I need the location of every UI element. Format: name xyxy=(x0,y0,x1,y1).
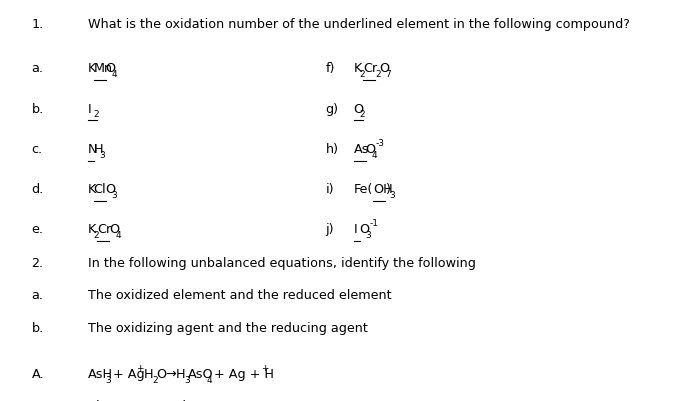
Text: 2: 2 xyxy=(375,70,381,79)
Text: K: K xyxy=(88,223,96,235)
Text: 2: 2 xyxy=(360,110,365,119)
Text: 2: 2 xyxy=(94,110,99,119)
Text: +: + xyxy=(262,363,269,372)
Text: a.: a. xyxy=(32,289,43,302)
Text: c.: c. xyxy=(32,142,43,155)
Text: 2.: 2. xyxy=(32,257,43,269)
Text: 4: 4 xyxy=(111,70,117,79)
Text: O: O xyxy=(106,182,116,195)
Text: B.: B. xyxy=(32,399,44,401)
Text: d.: d. xyxy=(32,182,43,195)
Text: -1: -1 xyxy=(370,219,379,227)
Text: Cl: Cl xyxy=(88,399,100,401)
Text: 3: 3 xyxy=(185,375,190,384)
Text: f): f) xyxy=(326,62,335,75)
Text: e.: e. xyxy=(32,223,43,235)
Text: O: O xyxy=(156,367,167,380)
Text: 3: 3 xyxy=(111,190,118,199)
Text: O: O xyxy=(365,142,376,155)
Text: As: As xyxy=(354,142,369,155)
Text: 4: 4 xyxy=(116,231,121,239)
Text: N: N xyxy=(88,142,97,155)
Text: O: O xyxy=(354,102,363,115)
Text: I: I xyxy=(88,102,91,115)
Text: 4: 4 xyxy=(372,150,377,159)
Text: i): i) xyxy=(326,182,334,195)
Text: 3: 3 xyxy=(365,231,371,239)
Text: What is the oxidation number of the underlined element in the following compound: What is the oxidation number of the unde… xyxy=(88,18,629,31)
Text: O: O xyxy=(379,62,389,75)
Text: g): g) xyxy=(326,102,339,115)
Text: j): j) xyxy=(326,223,334,235)
Text: →: → xyxy=(162,367,177,380)
Text: 2: 2 xyxy=(94,231,99,239)
Text: K: K xyxy=(88,182,96,195)
Text: NaCl + Br: NaCl + Br xyxy=(152,399,218,401)
Text: O: O xyxy=(360,223,370,235)
Text: OH: OH xyxy=(373,182,393,195)
Text: 1.: 1. xyxy=(32,18,43,31)
Text: +: + xyxy=(136,363,144,372)
Text: a.: a. xyxy=(32,62,43,75)
Text: h): h) xyxy=(326,142,339,155)
Text: 4: 4 xyxy=(206,375,212,384)
Text: A.: A. xyxy=(32,367,44,380)
Text: Cl: Cl xyxy=(94,182,106,195)
Text: The oxidizing agent and the reducing agent: The oxidizing agent and the reducing age… xyxy=(88,321,368,334)
Text: 2: 2 xyxy=(153,375,158,384)
Text: 7: 7 xyxy=(385,70,391,79)
Text: H: H xyxy=(140,367,154,380)
Text: K: K xyxy=(354,62,362,75)
Text: b.: b. xyxy=(32,321,43,334)
Text: 3: 3 xyxy=(106,375,111,384)
Text: AsH: AsH xyxy=(88,367,113,380)
Text: I: I xyxy=(354,223,357,235)
Text: K: K xyxy=(88,62,96,75)
Text: →: → xyxy=(146,399,156,401)
Text: In the following unbalanced equations, identify the following: In the following unbalanced equations, i… xyxy=(88,257,475,269)
Text: O: O xyxy=(109,223,120,235)
Text: + Ag: + Ag xyxy=(109,367,145,380)
Text: H: H xyxy=(172,367,186,380)
Text: Fe(: Fe( xyxy=(354,182,373,195)
Text: H: H xyxy=(94,142,103,155)
Text: + NaBr: + NaBr xyxy=(104,399,158,401)
Text: Cr: Cr xyxy=(97,223,111,235)
Text: Mn: Mn xyxy=(94,62,113,75)
Text: The oxidized element and the reduced element: The oxidized element and the reduced ele… xyxy=(88,289,391,302)
Text: AsO: AsO xyxy=(188,367,214,380)
Text: -3: -3 xyxy=(375,138,384,147)
Text: b.: b. xyxy=(32,102,43,115)
Text: 3: 3 xyxy=(99,150,105,159)
Text: O: O xyxy=(106,62,116,75)
Text: + Ag + H: + Ag + H xyxy=(210,367,274,380)
Text: 2: 2 xyxy=(360,70,365,79)
Text: Cr: Cr xyxy=(363,62,377,75)
Text: ): ) xyxy=(385,182,390,195)
Text: 3: 3 xyxy=(389,190,395,199)
